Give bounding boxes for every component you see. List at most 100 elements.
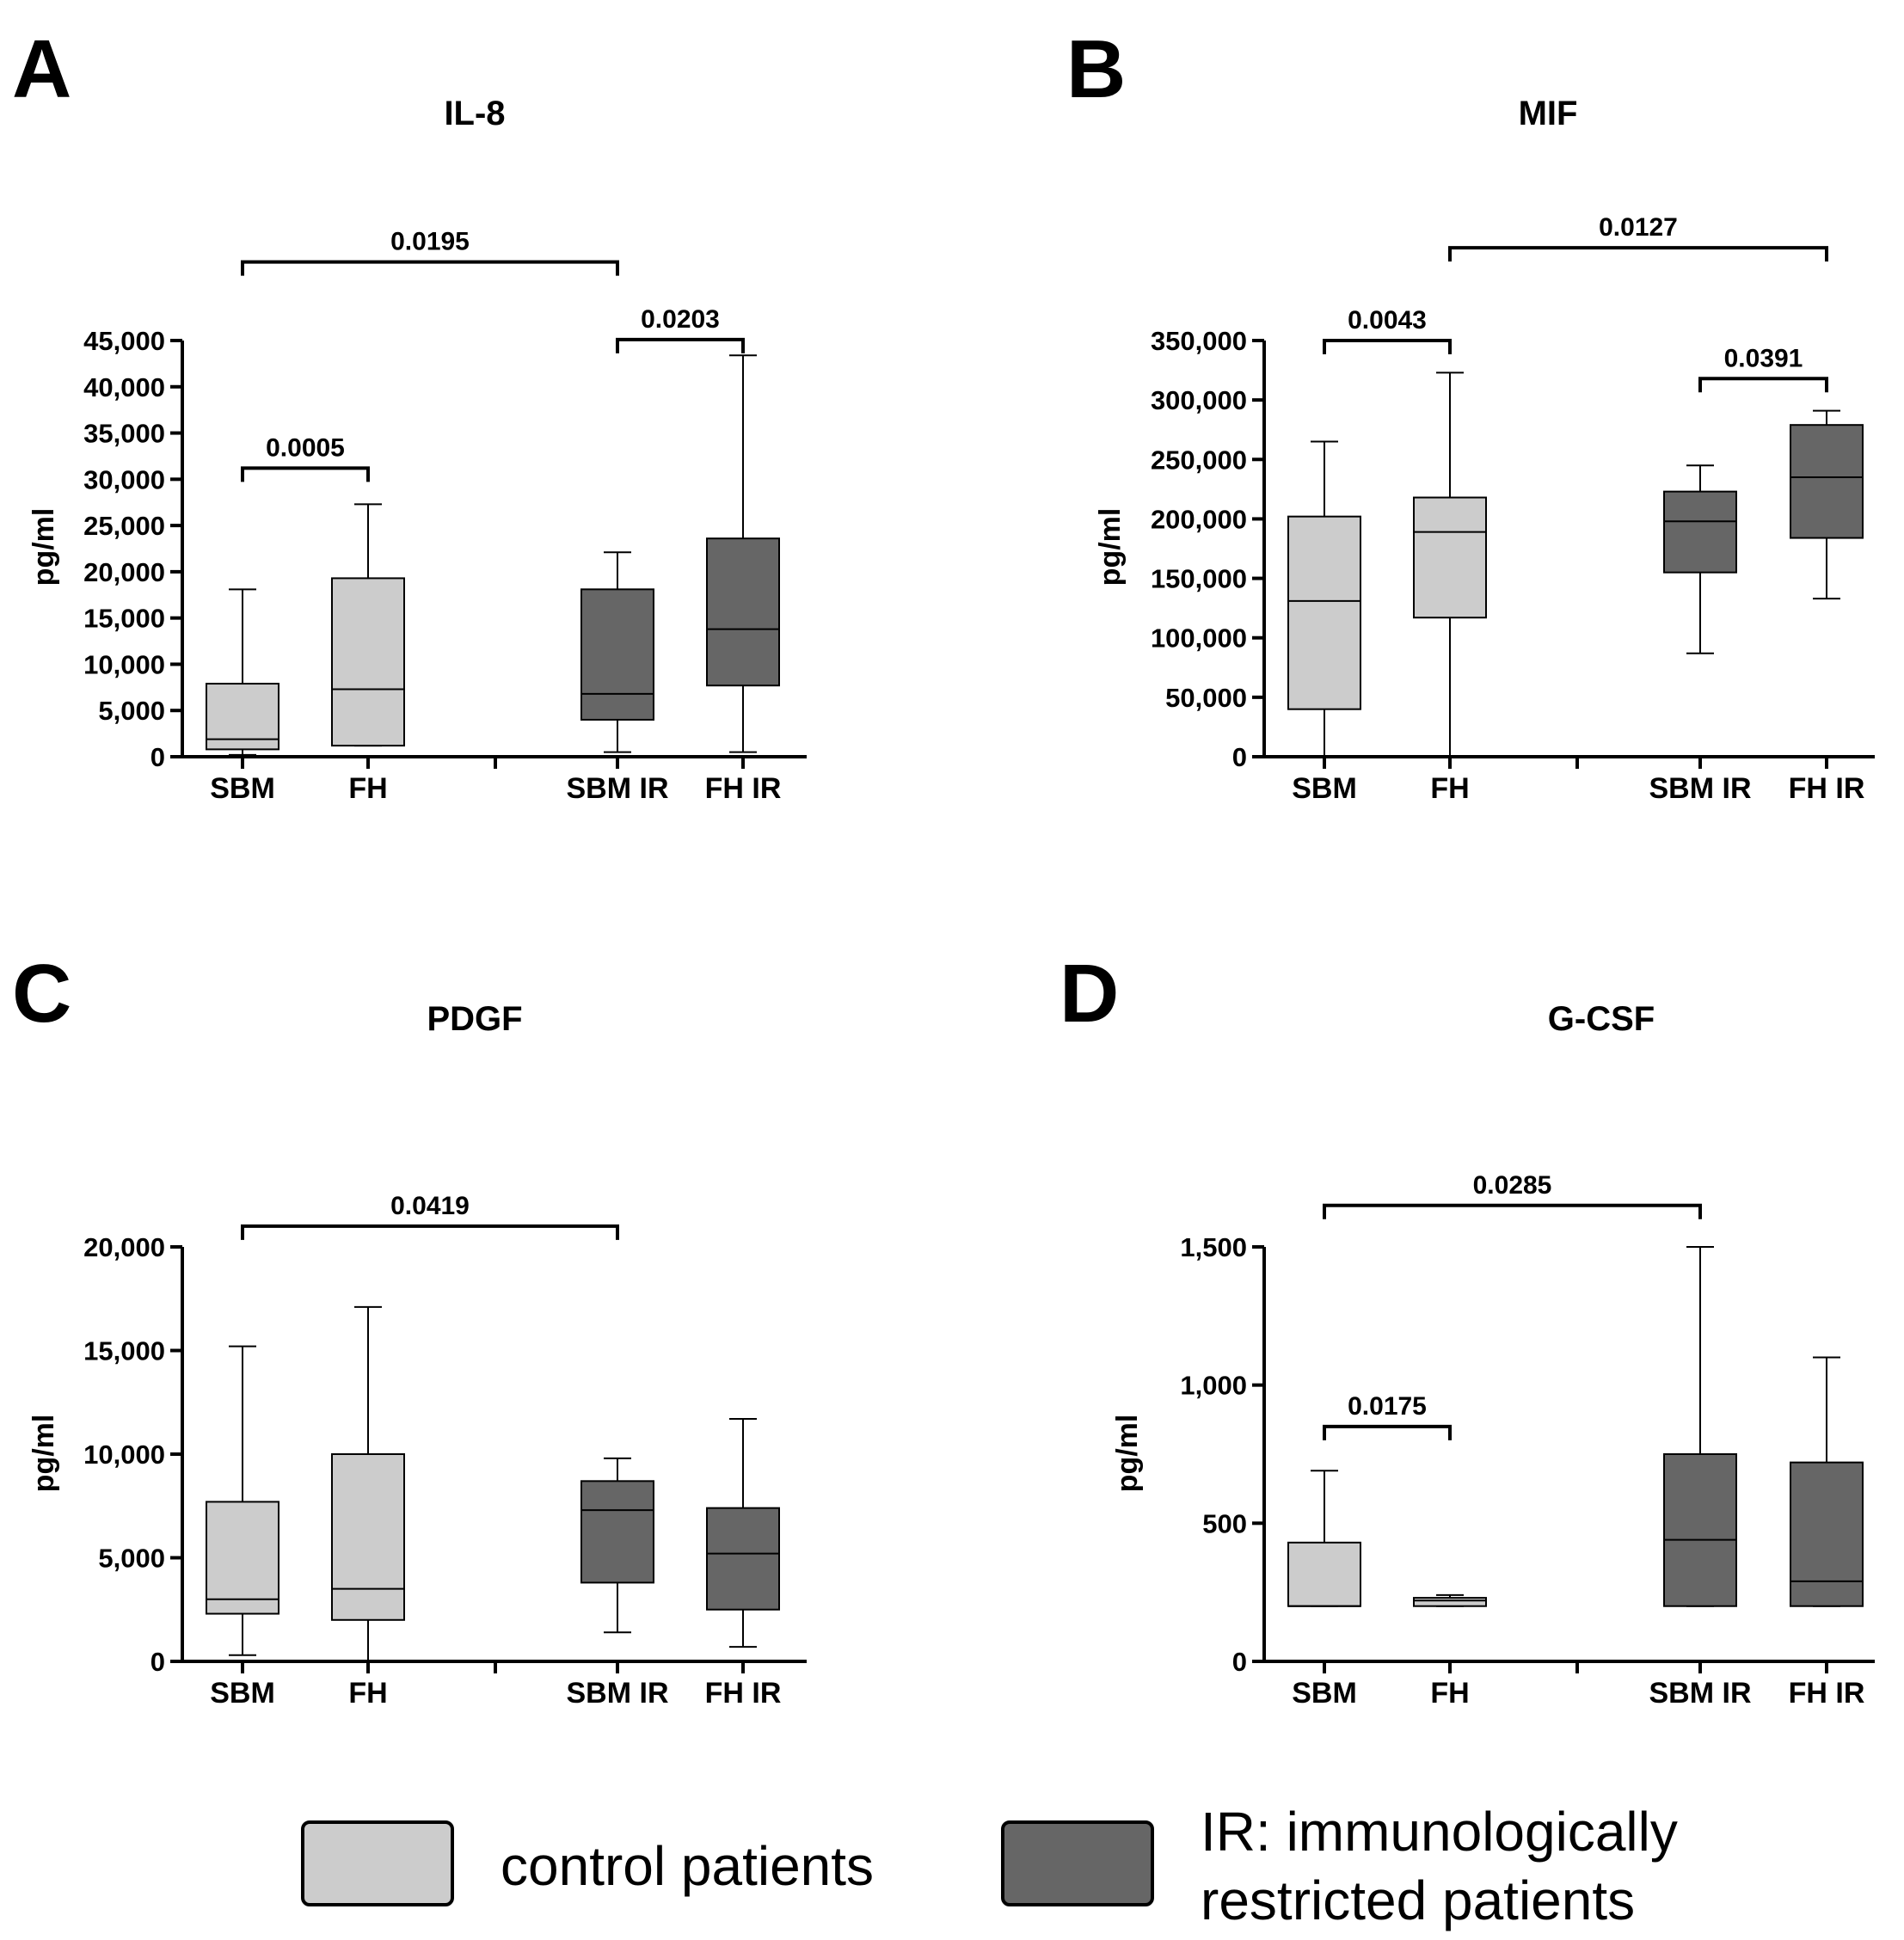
p-value-label: 0.0391 <box>1724 344 1803 372</box>
y-tick-label: 30,000 <box>83 464 165 494</box>
y-tick-label: 1,000 <box>1180 1371 1247 1401</box>
panel-c: C PDGF pg/ml 0 5,000 10,000 15,000 20,000 SBM… <box>12 948 807 1710</box>
x-category-label: SBM <box>210 1677 275 1710</box>
box-iqr <box>1790 424 1864 539</box>
significance-bracket <box>1323 339 1452 354</box>
significance-bracket <box>1698 377 1828 393</box>
y-axis-label-a: pg/ml <box>28 508 60 586</box>
box-iqr <box>1413 1597 1487 1607</box>
y-tick-label: 5,000 <box>98 1544 165 1574</box>
y-tick-label: 5,000 <box>98 696 165 726</box>
x-category-label: FH <box>1430 1677 1469 1710</box>
y-tick-label: 1,500 <box>1180 1232 1247 1262</box>
p-value-label: 0.0175 <box>1348 1392 1427 1421</box>
y-tick-label: 500 <box>1202 1508 1247 1538</box>
significance-bracket <box>1323 1424 1452 1440</box>
y-tick-label: 35,000 <box>83 419 165 449</box>
x-category-label: FH IR <box>1789 772 1865 805</box>
significance-bracket <box>616 337 745 353</box>
y-tick-label: 100,000 <box>1151 623 1247 654</box>
p-value-label: 0.0005 <box>266 433 345 462</box>
y-tick-label: 150,000 <box>1151 564 1247 594</box>
plot-area-a: 0 5,000 10,000 15,000 20,000 25,000 30,000 35,0… <box>83 228 807 805</box>
box-iqr <box>706 537 780 687</box>
box-iqr <box>580 1480 654 1584</box>
x-category-label: SBM <box>210 772 275 805</box>
x-category-label: FH <box>348 1677 387 1710</box>
panel-title-d: G-CSF <box>1548 1000 1655 1038</box>
p-value-label: 0.0195 <box>390 228 470 256</box>
box-iqr <box>580 588 654 721</box>
panel-b: B MIF pg/ml 0 50,000 100,000 150,000 200,000… <box>1066 23 1875 805</box>
plot-area-d: 0 500 1,000 1,500 SBM FH SBM IR FH IR 0.0285 0.01… <box>1180 1171 1875 1710</box>
box-iqr <box>206 1501 279 1615</box>
y-tick-label: 15,000 <box>83 604 165 634</box>
x-category-label: FH <box>348 772 387 805</box>
p-value-label: 0.0043 <box>1348 306 1427 335</box>
x-category-label: FH IR <box>705 1677 782 1710</box>
panel-a: A IL-8 pg/ml 0 5,000 10,000 15,000 20,000 25,… <box>12 23 807 805</box>
y-tick-label: 45,000 <box>83 326 165 356</box>
x-category-label: FH IR <box>1789 1677 1865 1710</box>
y-tick-label: 200,000 <box>1151 504 1247 534</box>
p-value-label: 0.0203 <box>641 305 720 334</box>
significance-bracket <box>241 466 370 482</box>
legend-label-ir-line1: IR: immunologically <box>1201 1801 1678 1863</box>
box-iqr <box>706 1507 780 1611</box>
box-iqr <box>331 577 405 747</box>
x-category-label: SBM <box>1292 772 1357 805</box>
panel-d: D G-CSF pg/ml 0 500 1,000 1,500 SBM FH SBM IR F… <box>1059 948 1875 1710</box>
x-category-label: SBM IR <box>567 1677 669 1710</box>
y-tick-label: 0 <box>150 742 165 772</box>
box-iqr <box>1790 1461 1864 1607</box>
y-tick-label: 20,000 <box>83 557 165 587</box>
panel-title-c: PDGF <box>427 1000 522 1038</box>
box-iqr <box>1287 515 1361 710</box>
panel-letter-d: D <box>1059 948 1119 1040</box>
y-tick-label: 300,000 <box>1151 385 1247 415</box>
x-category-label: FH IR <box>705 772 782 805</box>
significance-bracket <box>1448 246 1828 262</box>
legend-label-ir-line2: restricted patients <box>1201 1869 1635 1931</box>
x-category-label: SBM IR <box>567 772 669 805</box>
box-iqr <box>331 1453 405 1621</box>
plot-area-b: 0 50,000 100,000 150,000 200,000 250,000 300,0… <box>1151 213 1875 805</box>
legend-swatch-ir <box>1001 1820 1154 1906</box>
significance-bracket <box>241 260 619 276</box>
p-value-label: 0.0419 <box>390 1192 470 1220</box>
plot-area-c: 0 5,000 10,000 15,000 20,000 SBM FH SBM IR FH IR… <box>83 1192 807 1710</box>
panel-letter-b: B <box>1066 23 1126 115</box>
y-tick-label: 25,000 <box>83 511 165 541</box>
box-iqr <box>1663 1453 1737 1607</box>
y-tick-label: 0 <box>150 1647 165 1677</box>
panel-letter-c: C <box>12 948 71 1040</box>
y-tick-label: 40,000 <box>83 372 165 402</box>
y-tick-label: 15,000 <box>83 1336 165 1366</box>
p-value-label: 0.0127 <box>1599 213 1678 242</box>
y-tick-label: 0 <box>1232 1647 1247 1677</box>
box-iqr <box>1413 496 1487 619</box>
x-category-label: FH <box>1430 772 1469 805</box>
panel-title-b: MIF <box>1519 95 1578 132</box>
y-tick-label: 10,000 <box>83 1440 165 1470</box>
y-axis-label-d: pg/ml <box>1111 1415 1144 1493</box>
legend: control patients IR: immunologically res… <box>301 1801 1678 1931</box>
box-iqr <box>1663 490 1737 574</box>
y-tick-label: 20,000 <box>83 1232 165 1262</box>
significance-bracket <box>1323 1203 1702 1219</box>
x-category-label: SBM <box>1292 1677 1357 1710</box>
legend-label-control: control patients <box>501 1835 874 1897</box>
y-tick-label: 350,000 <box>1151 326 1247 356</box>
legend-swatch-control <box>301 1820 454 1906</box>
y-tick-label: 50,000 <box>1165 683 1247 713</box>
p-value-label: 0.0285 <box>1473 1171 1552 1200</box>
y-axis-label-b: pg/ml <box>1094 508 1127 586</box>
y-tick-label: 0 <box>1232 742 1247 772</box>
y-tick-label: 250,000 <box>1151 445 1247 475</box>
significance-bracket <box>241 1224 619 1240</box>
panel-title-a: IL-8 <box>444 95 505 132</box>
y-axis-label-c: pg/ml <box>28 1415 60 1493</box>
box-iqr <box>1287 1541 1361 1607</box>
x-category-label: SBM IR <box>1649 1677 1752 1710</box>
